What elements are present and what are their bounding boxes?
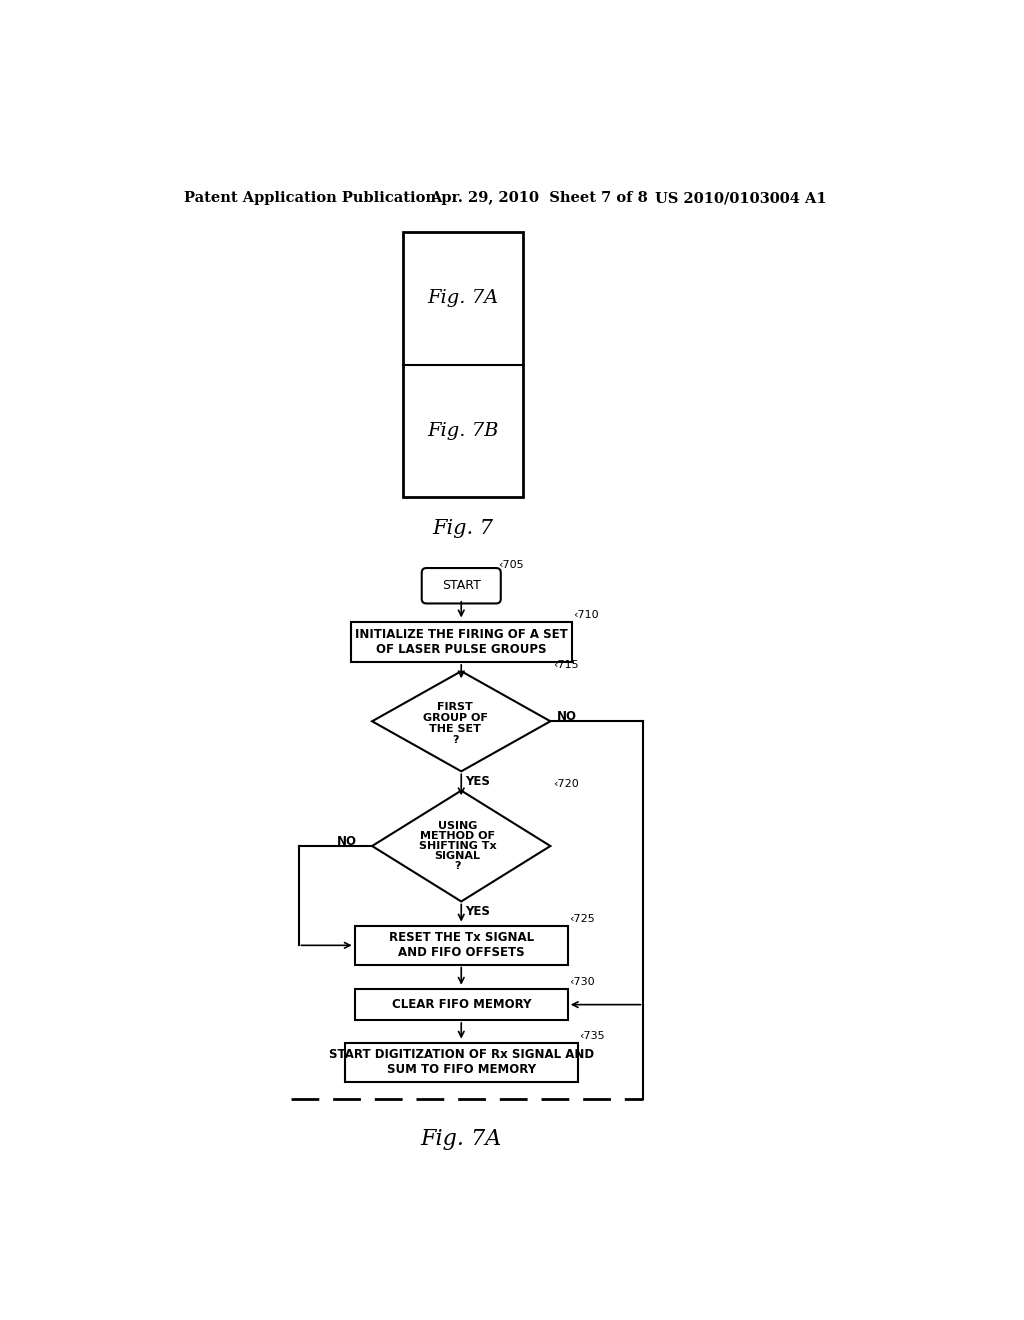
Text: ‹735: ‹735: [579, 1031, 605, 1040]
Text: GROUP OF: GROUP OF: [423, 713, 487, 723]
Text: START DIGITIZATION OF Rx SIGNAL AND
SUM TO FIFO MEMORY: START DIGITIZATION OF Rx SIGNAL AND SUM …: [329, 1048, 594, 1076]
Text: ?: ?: [454, 861, 461, 871]
Text: RESET THE Tx SIGNAL
AND FIFO OFFSETS: RESET THE Tx SIGNAL AND FIFO OFFSETS: [389, 932, 534, 960]
Polygon shape: [372, 671, 550, 771]
Text: SHIFTING Tx: SHIFTING Tx: [419, 841, 497, 851]
FancyBboxPatch shape: [422, 568, 501, 603]
Text: US 2010/0103004 A1: US 2010/0103004 A1: [655, 191, 826, 206]
Text: ‹705: ‹705: [498, 560, 523, 570]
Text: ‹710: ‹710: [573, 610, 599, 619]
Text: START: START: [441, 579, 480, 593]
Text: SIGNAL: SIGNAL: [434, 851, 480, 861]
Text: YES: YES: [465, 906, 490, 919]
Bar: [354, 989, 568, 1020]
Text: Fig. 7B: Fig. 7B: [427, 422, 499, 440]
Text: ‹730: ‹730: [569, 977, 595, 987]
Text: Apr. 29, 2010  Sheet 7 of 8: Apr. 29, 2010 Sheet 7 of 8: [430, 191, 648, 206]
Text: ?: ?: [452, 735, 459, 744]
Text: INITIALIZE THE FIRING OF A SET
OF LASER PULSE GROUPS: INITIALIZE THE FIRING OF A SET OF LASER …: [355, 628, 567, 656]
Text: Fig. 7A: Fig. 7A: [428, 289, 499, 308]
Text: Patent Application Publication: Patent Application Publication: [183, 191, 436, 206]
Text: Fig. 7A: Fig. 7A: [421, 1127, 502, 1150]
Text: METHOD OF: METHOD OF: [420, 832, 495, 841]
Text: ‹725: ‹725: [569, 913, 595, 924]
Bar: [354, 927, 568, 965]
Text: NO: NO: [557, 710, 577, 723]
Text: ‹720: ‹720: [553, 779, 579, 789]
Bar: [351, 622, 571, 663]
Text: USING: USING: [437, 821, 477, 832]
Polygon shape: [372, 791, 550, 902]
Text: CLEAR FIFO MEMORY: CLEAR FIFO MEMORY: [391, 998, 531, 1011]
Text: Fig. 7: Fig. 7: [433, 519, 494, 537]
Bar: [345, 1043, 578, 1081]
Text: NO: NO: [337, 834, 357, 847]
Text: ‹715: ‹715: [553, 660, 579, 669]
Text: THE SET: THE SET: [429, 723, 481, 734]
Text: YES: YES: [465, 775, 490, 788]
Bar: [403, 231, 523, 498]
Text: FIRST: FIRST: [437, 702, 473, 713]
